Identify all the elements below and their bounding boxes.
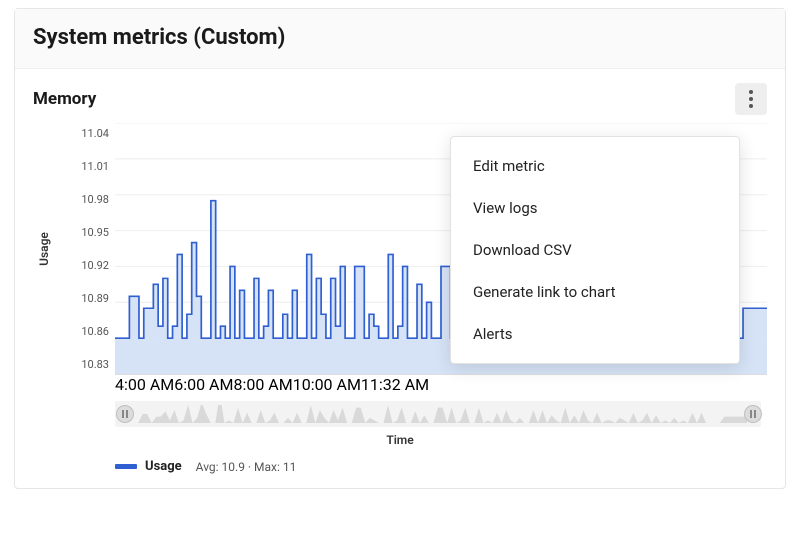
kebab-dot-icon <box>749 104 753 108</box>
x-tick-label: 11:32 AM <box>361 375 429 394</box>
y-tick-label: 10.86 <box>71 325 109 338</box>
menu-item-download-csv[interactable]: Download CSV <box>451 229 739 271</box>
scrubber-minimap <box>129 405 747 423</box>
x-tick-label: 4:00 AM <box>115 375 174 394</box>
y-tick-label: 11.01 <box>71 160 109 173</box>
y-tick-label: 10.92 <box>71 259 109 272</box>
kebab-dot-icon <box>749 97 753 101</box>
panel-menu-button[interactable] <box>735 83 767 115</box>
x-tick-label: 10:00 AM <box>293 375 361 394</box>
x-tick-label: 6:00 AM <box>174 375 233 394</box>
y-axis-label: Usage <box>37 232 51 266</box>
chart-legend: Usage Avg: 10.9 · Max: 11 <box>115 459 767 474</box>
legend-series-name: Usage <box>145 459 182 474</box>
y-axis-ticks: 11.04 11.01 10.98 10.95 10.92 10.89 10.86 10.83 <box>71 123 115 375</box>
x-tick-label: 8:00 AM <box>233 375 292 394</box>
y-tick-label: 11.04 <box>71 127 109 140</box>
legend-stats: Avg: 10.9 · Max: 11 <box>196 460 297 474</box>
y-tick-label: 10.95 <box>71 226 109 239</box>
scrubber-handle-left[interactable] <box>116 405 134 423</box>
x-axis-label: Time <box>33 433 767 447</box>
y-tick-label: 10.98 <box>71 193 109 206</box>
panel-dropdown-menu: Edit metric View logs Download CSV Gener… <box>450 136 740 364</box>
panel-title-row: Memory <box>33 83 767 115</box>
scrubber-handle-right[interactable] <box>744 405 762 423</box>
menu-item-view-logs[interactable]: View logs <box>451 187 739 229</box>
x-axis-ticks: 4:00 AM6:00 AM8:00 AM10:00 AM11:32 AM <box>115 375 761 391</box>
kebab-dot-icon <box>749 90 753 94</box>
time-scrubber[interactable] <box>115 401 761 427</box>
menu-item-alerts[interactable]: Alerts <box>451 313 739 355</box>
menu-item-edit-metric[interactable]: Edit metric <box>451 145 739 187</box>
page-title: System metrics (Custom) <box>33 25 767 50</box>
panel-title: Memory <box>33 89 96 109</box>
legend-swatch <box>115 464 137 469</box>
card-header: System metrics (Custom) <box>15 9 785 69</box>
y-tick-label: 10.89 <box>71 292 109 305</box>
menu-item-generate-link[interactable]: Generate link to chart <box>451 271 739 313</box>
y-tick-label: 10.83 <box>71 358 109 371</box>
